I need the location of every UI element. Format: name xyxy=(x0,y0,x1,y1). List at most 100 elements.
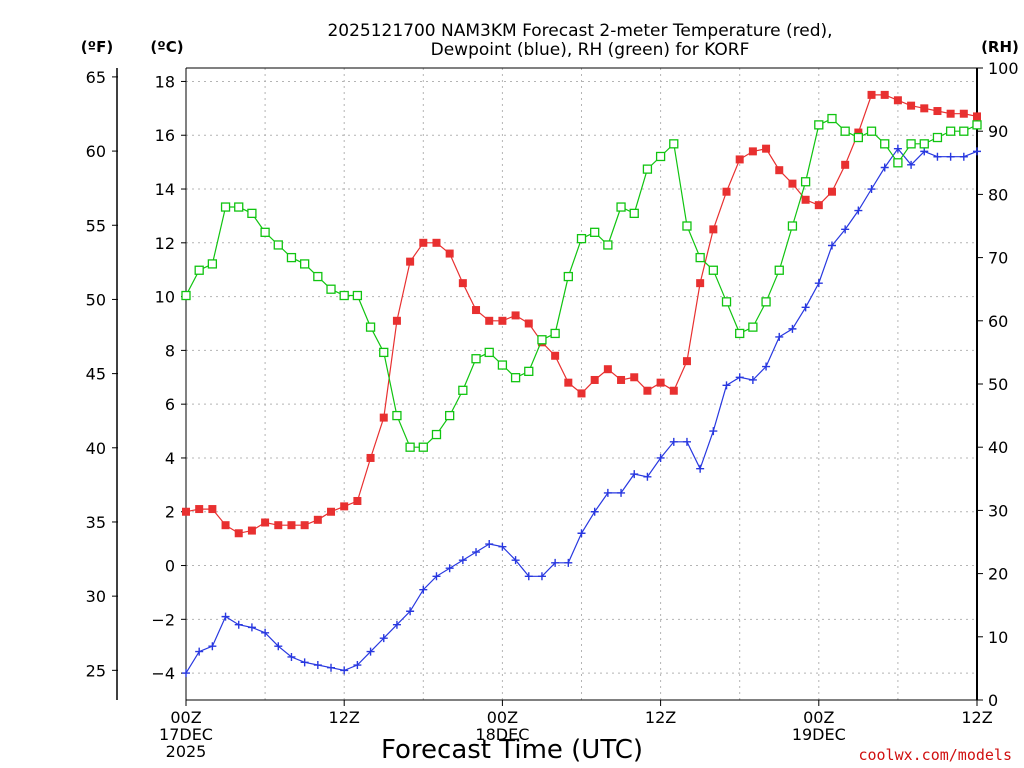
rh-point xyxy=(616,202,626,212)
rh-point xyxy=(550,328,560,339)
temperature-point xyxy=(577,389,586,398)
rh-point xyxy=(497,360,508,370)
rh-point xyxy=(365,322,376,332)
celsius-tick-label: 10 xyxy=(155,288,175,307)
dewpoint-point xyxy=(327,663,336,672)
dewpoint-point xyxy=(537,572,546,581)
rh-point xyxy=(260,227,270,237)
dewpoint-point xyxy=(682,437,691,446)
dewpoint-point xyxy=(261,628,270,637)
dewpoint-point xyxy=(973,147,981,156)
temperature-point xyxy=(617,375,626,384)
temperature-point xyxy=(748,147,757,156)
dewpoint-point xyxy=(669,437,678,446)
dewpoint-point xyxy=(907,160,916,169)
dewpoint-point xyxy=(643,472,652,481)
chart-title-line1: 2025121700 NAM3KM Forecast 2-meter Tempe… xyxy=(327,21,832,41)
temperature-point xyxy=(524,319,533,328)
temperature-point xyxy=(801,195,810,204)
temperature-point xyxy=(907,101,916,110)
temperature-point xyxy=(841,160,850,169)
x-tick-label: 00Z xyxy=(487,708,518,727)
rh-point xyxy=(721,297,732,307)
rh-point xyxy=(787,221,798,231)
temperature-point xyxy=(195,505,204,514)
temperature-point xyxy=(959,109,968,118)
rh-point xyxy=(563,271,573,282)
temperature-point xyxy=(564,378,573,387)
dewpoint-point xyxy=(696,464,705,473)
x-tick-label: 12Z xyxy=(961,708,992,727)
rh-point xyxy=(708,265,718,275)
temperature-point xyxy=(353,496,362,505)
fahrenheit-tick-label: 65 xyxy=(86,68,106,87)
rh-tick-label: 70 xyxy=(988,249,1008,268)
temperature-point xyxy=(867,90,876,99)
dewpoint-point xyxy=(630,470,639,479)
temperature-point xyxy=(656,378,665,387)
temperature-point xyxy=(709,225,718,234)
temperature-point xyxy=(234,529,243,538)
rh-point xyxy=(326,284,336,294)
temperature-point xyxy=(300,521,309,530)
dewpoint-point xyxy=(656,453,665,462)
x-tick-label: 18DEC xyxy=(475,725,529,744)
rh-tick-label: 90 xyxy=(988,122,1008,141)
dewpoint-point xyxy=(379,634,388,643)
celsius-tick-label: −4 xyxy=(151,664,175,683)
rh-point xyxy=(945,126,956,136)
rh-point xyxy=(814,120,824,130)
dewpoint-point xyxy=(854,206,863,215)
credit-text: coolwx.com/models xyxy=(858,746,1012,764)
dewpoint-point xyxy=(933,152,942,161)
rh-tick-label: 0 xyxy=(988,691,998,710)
rh-point xyxy=(893,158,903,168)
dewpoint-point xyxy=(511,556,520,565)
fahrenheit-tick-label: 30 xyxy=(86,587,106,606)
dewpoint-point xyxy=(814,279,823,288)
rh-point xyxy=(313,271,323,282)
fahrenheit-tick-label: 40 xyxy=(86,439,106,458)
dewpoint-point xyxy=(458,556,467,565)
dewpoint-point xyxy=(406,607,415,616)
fahrenheit-tick-label: 60 xyxy=(86,142,106,161)
dewpoint-point xyxy=(775,332,784,341)
dewpoint-point xyxy=(432,572,441,581)
dewpoint-point xyxy=(788,324,797,333)
temperature-point xyxy=(630,373,639,382)
celsius-tick-label: −2 xyxy=(151,610,175,629)
x-tick-label: 2025 xyxy=(166,742,207,761)
rh-unit-label: (RH) xyxy=(981,38,1019,56)
x-tick-label: 17DEC xyxy=(159,725,213,744)
celsius-tick-label: 16 xyxy=(155,126,175,145)
temperature-point xyxy=(854,128,863,137)
dewpoint-point xyxy=(748,375,757,384)
temperature-point xyxy=(696,279,705,288)
rh-point xyxy=(537,335,547,345)
fahrenheit-unit-label: (ºF) xyxy=(81,38,113,56)
x-tick-label: 00Z xyxy=(170,708,201,727)
dewpoint-point xyxy=(590,507,599,516)
grid-lines xyxy=(186,68,977,700)
rh-point xyxy=(392,410,402,421)
rh-point xyxy=(220,202,231,212)
temperature-point xyxy=(722,187,731,196)
rh-point xyxy=(286,252,297,263)
temperature-point xyxy=(366,453,375,462)
celsius-tick-label: 18 xyxy=(155,72,175,91)
temperature-point xyxy=(261,518,270,527)
rh-point xyxy=(234,202,244,212)
x-tick-label: 19DEC xyxy=(792,725,846,744)
temperature-point xyxy=(643,386,652,395)
temperature-point xyxy=(406,257,415,266)
rh-point xyxy=(748,322,758,332)
celsius-tick-label: 0 xyxy=(165,557,175,576)
temperature-point xyxy=(511,311,520,320)
temperature-point xyxy=(208,505,217,514)
dewpoint-point xyxy=(564,558,573,567)
rh-point xyxy=(207,259,218,269)
dewpoint-point xyxy=(485,540,494,549)
celsius-tick-label: 4 xyxy=(165,449,175,468)
temperature-point xyxy=(379,413,388,422)
temperature-point xyxy=(788,179,797,188)
